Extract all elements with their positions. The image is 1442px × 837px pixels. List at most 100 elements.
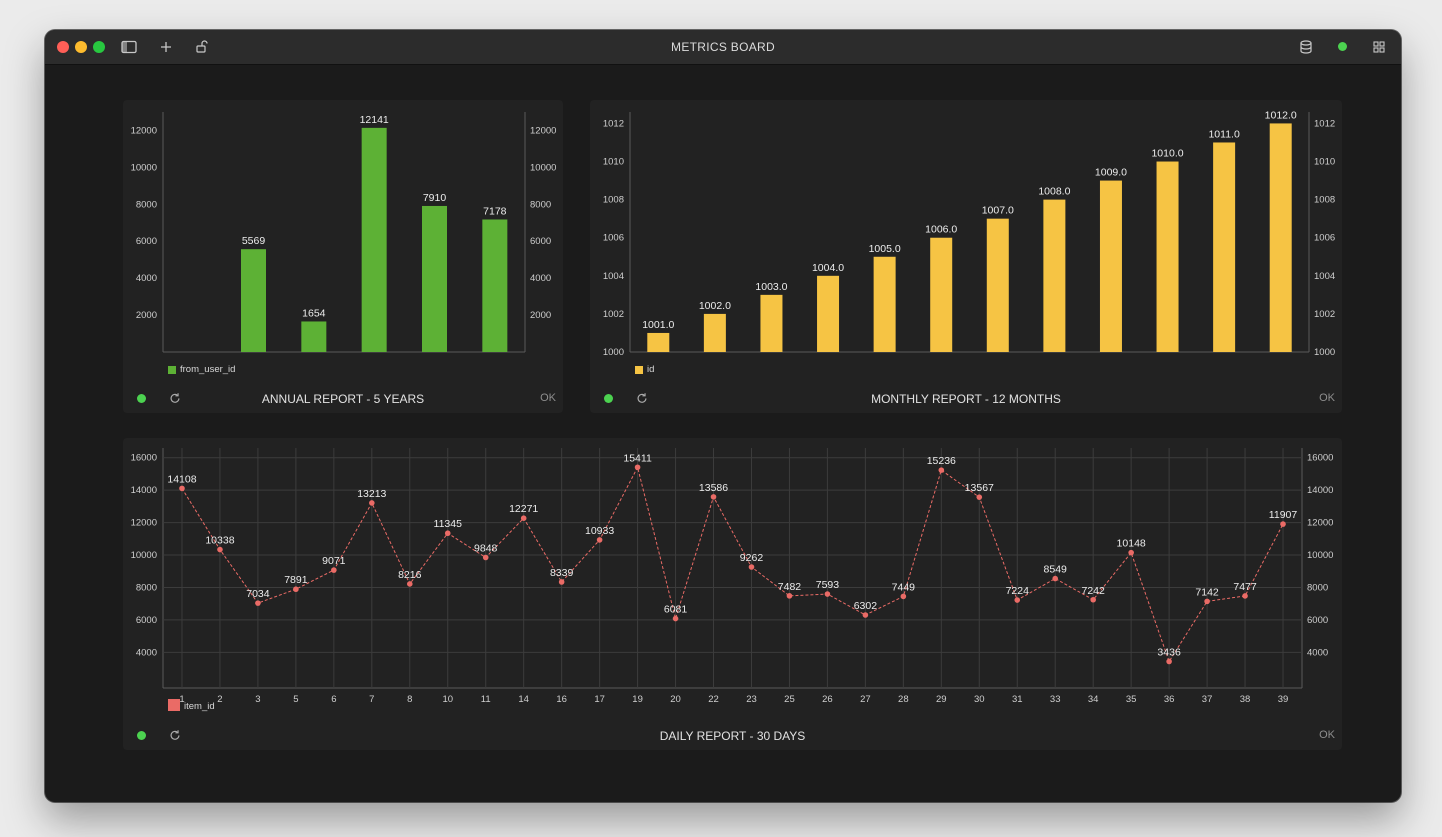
- daily-data-point: [862, 612, 869, 618]
- annual-status-text: OK: [540, 392, 556, 404]
- daily-x-tick: 37: [1202, 694, 1213, 705]
- daily-value-label: 6081: [664, 604, 688, 616]
- annual-value-label: 5569: [242, 235, 266, 247]
- monthly-bar: [817, 275, 840, 352]
- annual-y-tick-left: 4000: [136, 273, 157, 284]
- monthly-y-tick-right: 1010: [1314, 157, 1335, 168]
- database-icon[interactable]: [1298, 39, 1314, 55]
- daily-x-tick: 27: [860, 694, 871, 705]
- grid-icon[interactable]: [1371, 39, 1387, 55]
- daily-value-label: 13586: [699, 482, 728, 494]
- daily-data-point: [369, 500, 375, 506]
- plus-icon[interactable]: [158, 39, 174, 55]
- daily-panel-title: DAILY REPORT - 30 DAYS: [659, 729, 806, 743]
- monthly-y-tick-right: 1008: [1314, 195, 1335, 206]
- daily-value-label: 15236: [927, 455, 956, 467]
- daily-data-point: [596, 537, 603, 543]
- monthly-value-label: 1007.0: [982, 205, 1014, 217]
- daily-data-point: [179, 485, 185, 492]
- daily-legend-swatch: [168, 699, 180, 711]
- daily-data-point: [293, 586, 299, 593]
- daily-data-point: [1128, 549, 1134, 556]
- monthly-y-tick-left: 1000: [603, 347, 624, 358]
- annual-refresh-icon[interactable]: [168, 391, 182, 405]
- daily-data-point: [786, 593, 793, 599]
- monthly-refresh-icon[interactable]: [635, 391, 649, 405]
- daily-data-point: [710, 494, 717, 500]
- daily-data-point: [1242, 593, 1248, 599]
- title-bar: METRICS BOARD: [45, 30, 1401, 65]
- annual-y-tick-right: 6000: [530, 236, 551, 247]
- daily-x-tick: 17: [594, 694, 605, 705]
- annual-panel-title: ANNUAL REPORT - 5 YEARS: [261, 392, 425, 406]
- monthly-bar: [1269, 123, 1292, 352]
- daily-value-label: 7242: [1082, 585, 1106, 597]
- daily-x-tick: 10: [442, 694, 453, 705]
- daily-value-label: 7477: [1233, 581, 1257, 593]
- daily-x-tick: 14: [518, 694, 529, 705]
- daily-data-point: [634, 464, 641, 471]
- annual-legend-swatch: [168, 366, 176, 374]
- daily-data-point: [482, 554, 489, 561]
- daily-refresh-icon[interactable]: [168, 728, 182, 742]
- daily-legend-label: item_id: [184, 701, 215, 712]
- window-title: METRICS BOARD: [671, 40, 775, 54]
- daily-y-tick-right: 12000: [1307, 518, 1333, 529]
- monthly-value-label: 1009.0: [1095, 167, 1127, 179]
- daily-x-tick: 33: [1050, 694, 1061, 705]
- daily-x-tick: 35: [1126, 694, 1137, 705]
- daily-y-tick-right: 10000: [1307, 550, 1333, 561]
- daily-value-label: 3436: [1157, 646, 1181, 658]
- app-window: METRICS BOARD 2000 2000 4000 4000 6000 6000 80…: [45, 30, 1401, 802]
- daily-x-tick: 34: [1088, 694, 1099, 705]
- daily-y-tick-right: 8000: [1307, 582, 1328, 593]
- daily-value-label: 7593: [816, 579, 840, 591]
- annual-value-label: 7178: [483, 205, 507, 217]
- daily-value-label: 7224: [1006, 585, 1030, 597]
- daily-value-label: 12271: [509, 503, 538, 515]
- daily-report-panel: 4000 4000 6000 6000 8000 8000 10000 10000 12000 1…: [123, 438, 1342, 750]
- daily-x-tick: 28: [898, 694, 909, 705]
- monthly-y-tick-right: 1012: [1314, 118, 1335, 129]
- daily-x-tick: 30: [974, 694, 985, 705]
- sidebar-icon[interactable]: [121, 39, 137, 55]
- annual-bar: [422, 205, 447, 352]
- daily-data-point: [1280, 521, 1286, 527]
- monthly-panel-title: MONTHLY REPORT - 12 MONTHS: [871, 392, 1061, 406]
- daily-data-point: [748, 564, 755, 570]
- daily-value-label: 13213: [357, 488, 386, 500]
- daily-x-tick: 11: [481, 694, 491, 705]
- daily-data-point: [255, 600, 261, 606]
- daily-x-tick: 25: [784, 694, 795, 705]
- annual-bar: [301, 321, 327, 352]
- minimize-window-button[interactable]: [75, 41, 87, 53]
- annual-value-label: 7910: [423, 192, 447, 204]
- daily-value-label: 7142: [1195, 586, 1219, 598]
- monthly-bar: [986, 218, 1009, 352]
- monthly-bar: [873, 256, 896, 352]
- monthly-y-tick-left: 1010: [603, 157, 624, 168]
- annual-bar-chart: 2000 2000 4000 4000 6000 6000 8000 8000 10000 100…: [131, 112, 556, 375]
- monthly-y-tick-right: 1000: [1314, 347, 1335, 358]
- monthly-status-dot: [604, 394, 613, 403]
- daily-x-tick: 29: [936, 694, 947, 705]
- daily-data-point: [1166, 658, 1172, 665]
- annual-bar: [482, 219, 508, 352]
- daily-value-label: 10338: [205, 535, 234, 547]
- monthly-y-tick-left: 1012: [603, 118, 624, 129]
- annual-y-tick-left: 6000: [136, 236, 157, 247]
- lock-icon[interactable]: [194, 39, 210, 55]
- monthly-y-tick-right: 1006: [1314, 233, 1335, 244]
- zoom-window-button[interactable]: [93, 41, 105, 53]
- daily-x-tick: 1: [179, 694, 184, 705]
- monthly-bar: [1043, 199, 1066, 352]
- daily-data-point: [1204, 598, 1210, 605]
- daily-y-tick-right: 14000: [1307, 485, 1333, 496]
- annual-value-label: 12141: [360, 114, 389, 126]
- daily-x-tick: 22: [708, 694, 719, 705]
- daily-x-tick: 38: [1240, 694, 1251, 705]
- close-window-button[interactable]: [57, 41, 69, 53]
- monthly-value-label: 1008.0: [1038, 186, 1070, 198]
- daily-value-label: 7482: [778, 581, 802, 593]
- daily-data-point: [938, 467, 945, 473]
